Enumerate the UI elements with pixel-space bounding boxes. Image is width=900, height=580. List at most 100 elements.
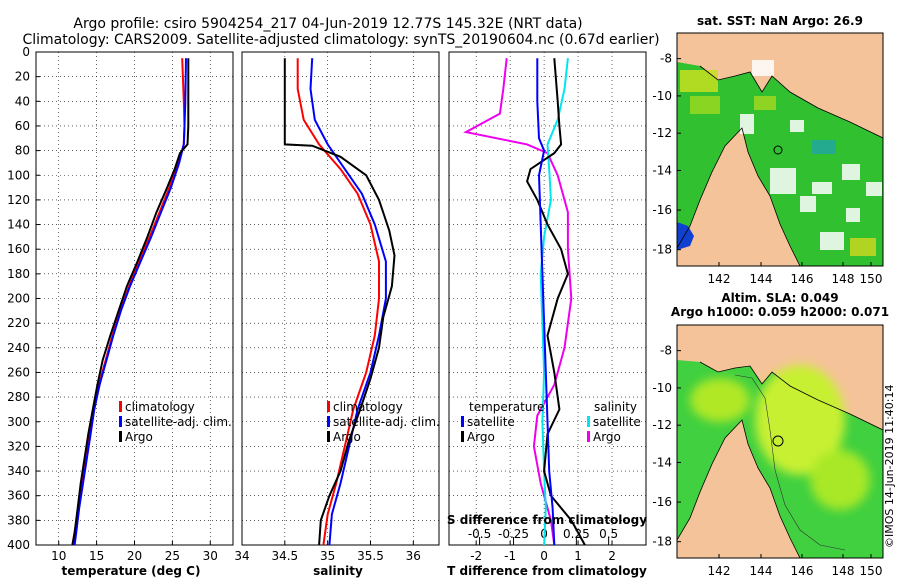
sst-map-sea (677, 62, 883, 266)
x-tick-label: 30 (203, 549, 218, 563)
map-lat-label: -12 (652, 126, 672, 140)
s-tick-label: -0.25 (498, 527, 529, 541)
salinity-diff-argo-line (463, 58, 573, 545)
map-lat-label: -16 (652, 495, 672, 509)
legend-label-t-satellite: satellite (467, 415, 515, 429)
salinity-axis-label: salinity (313, 564, 363, 578)
sst-patch (770, 168, 796, 194)
x-tick-label: 15 (89, 549, 104, 563)
depth-tick-label: 140 (7, 218, 30, 232)
depth-tick-label: 240 (7, 341, 30, 355)
x-tick-label: 34 (234, 549, 249, 563)
legend-key-s-argo (587, 431, 590, 442)
sst-patch (866, 182, 882, 196)
temperature-climatology-line (71, 58, 186, 545)
map-lat-label: -18 (652, 535, 672, 549)
s-tick-label: -0.5 (468, 527, 491, 541)
x-tick-label: 10 (51, 549, 66, 563)
temperature-argo-line (71, 58, 190, 545)
map-lon-label: 150 (860, 564, 883, 578)
map-lat-label: -10 (652, 381, 672, 395)
map-lon-label: 150 (860, 272, 883, 286)
sst-patch (800, 196, 816, 212)
depth-tick-label: 280 (7, 390, 30, 404)
legend-key-satellite (119, 416, 122, 427)
map-lat-label: -10 (652, 89, 672, 103)
depth-tick-label: 320 (7, 439, 30, 453)
sla-map-frame (676, 324, 884, 559)
sst-argo-marker (773, 145, 783, 155)
map-lon-label: 146 (791, 272, 814, 286)
temperature-axis-label: temperature (deg C) (62, 564, 201, 578)
temperature-legend: climatology satellite-adj. clim. Argo (119, 400, 232, 444)
depth-tick-label: 120 (7, 193, 30, 207)
sst-patch (790, 120, 804, 132)
map-lat-label: -8 (660, 344, 672, 358)
depth-axis-ticks: 0 20 40 60 80 100 120 140 160 180 200 220 240 260 280 3… (7, 45, 40, 552)
difference-legend: temperature satellite Argo salinity sate… (461, 400, 641, 444)
sst-patch (752, 60, 774, 76)
difference-gridlines (449, 51, 646, 546)
sst-patch (850, 238, 876, 256)
map-lon-label: 148 (832, 564, 855, 578)
legend-label-s-argo: Argo (593, 430, 621, 444)
temperature-panel: 0 20 40 60 80 100 120 140 160 180 200 220 240 260 280 3… (7, 45, 234, 578)
sla-high-anomaly (690, 378, 750, 422)
sst-patch (680, 70, 718, 92)
sla-map-panel: Altim. SLA: 0.049 Argo h1000: 0.059 h200… (652, 291, 889, 578)
depth-tick-label: 380 (7, 513, 30, 527)
sst-map-title: sat. SST: NaN Argo: 26.9 (697, 14, 863, 28)
depth-tick-label: 0 (22, 45, 30, 59)
sst-patch (754, 96, 776, 110)
sst-patch (812, 182, 832, 194)
sla-map-subtitle: Argo h1000: 0.059 h2000: 0.071 (671, 305, 889, 319)
map-lon-label: 144 (750, 272, 773, 286)
map-lat-label: -18 (652, 243, 672, 257)
map-lat-label: -14 (652, 455, 672, 469)
map-lat-label: -8 (660, 52, 672, 66)
map-lat-label: -14 (652, 163, 672, 177)
map-lon-label: 142 (708, 564, 731, 578)
legend-label-s-satellite: satellite (593, 415, 641, 429)
figure-title-line2: Climatology: CARS2009. Satellite-adjuste… (22, 32, 659, 48)
temperature-axis-ticks: 10 15 20 25 30 (51, 541, 218, 563)
temperature-diff-argo-line (526, 58, 586, 545)
x-tick-label: 34.5 (271, 549, 298, 563)
legend-title-temperature: temperature (469, 400, 544, 414)
depth-tick-label: 220 (7, 316, 30, 330)
s-difference-axis-ticks: -0.5 -0.25 0 0.25 0.5 (468, 527, 618, 545)
legend-key-argo (327, 431, 330, 442)
s-difference-axis-label: S difference from climatology (447, 513, 647, 527)
x-tick-label: 35 (320, 549, 335, 563)
x-tick-label: 35.5 (357, 549, 384, 563)
x-tick-label: 20 (127, 549, 142, 563)
map-lon-label: 142 (708, 272, 731, 286)
sst-patch (842, 164, 860, 180)
x-tick-label: 25 (165, 549, 180, 563)
map-lat-label: -12 (652, 418, 672, 432)
legend-label-t-argo: Argo (467, 430, 495, 444)
sst-deep-blue-patch (677, 222, 694, 250)
x-tick-label: 36 (406, 549, 421, 563)
legend-key-argo (119, 431, 122, 442)
depth-tick-label: 160 (7, 242, 30, 256)
sla-argo-marker (772, 435, 784, 447)
x-tick-label: -2 (470, 549, 482, 563)
legend-label-argo: Argo (125, 430, 153, 444)
sst-patch (812, 140, 836, 154)
depth-tick-label: 300 (7, 415, 30, 429)
sst-patch (846, 208, 860, 222)
sla-high-anomaly (810, 450, 870, 510)
sla-high-anomaly (755, 365, 845, 475)
depth-tick-label: 200 (7, 292, 30, 306)
depth-tick-label: 100 (7, 168, 30, 182)
map-lon-label: 146 (791, 564, 814, 578)
sst-patch (690, 96, 720, 114)
x-tick-label: -1 (504, 549, 516, 563)
depth-tick-label: 340 (7, 464, 30, 478)
t-difference-axis-ticks: -2 -1 0 1 2 (470, 541, 616, 563)
sst-map-panel: sat. SST: NaN Argo: 26.9 (652, 14, 884, 286)
depth-tick-label: 400 (7, 538, 30, 552)
depth-tick-label: 80 (15, 144, 30, 158)
legend-key-climatology (327, 401, 330, 412)
